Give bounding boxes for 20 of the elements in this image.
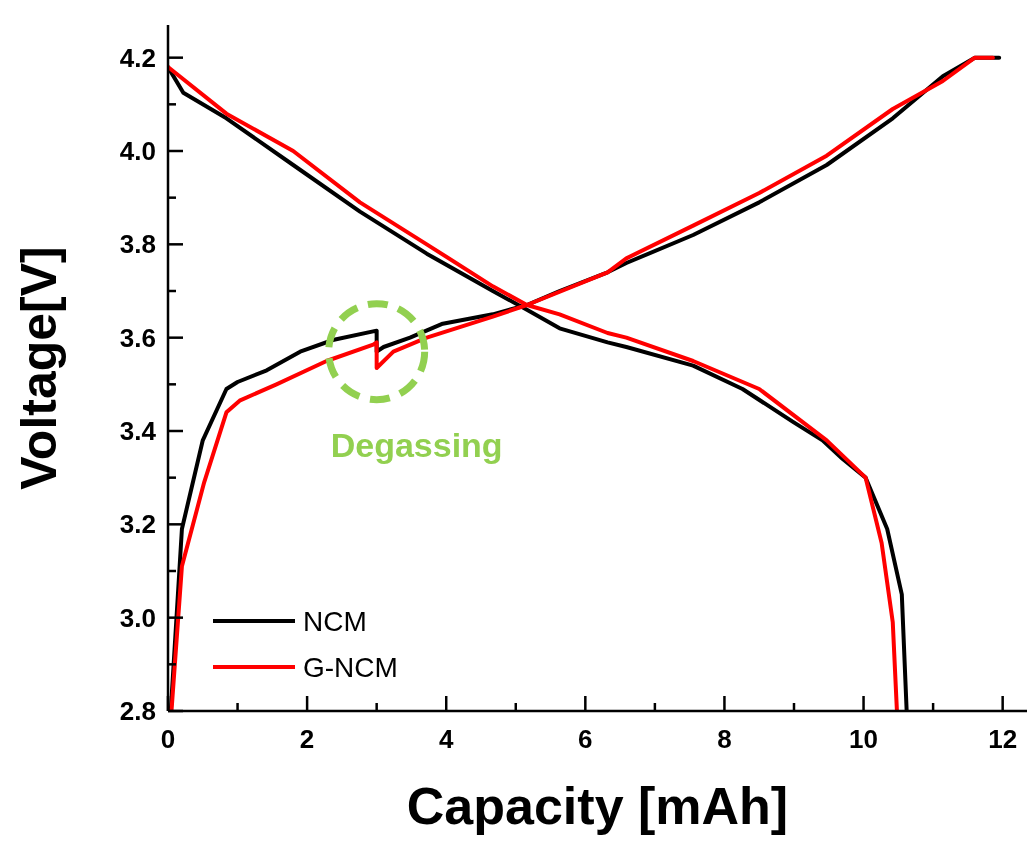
legend-label: NCM — [303, 606, 367, 637]
y-tick-label: 2.8 — [119, 696, 156, 726]
x-tick-label: 4 — [438, 724, 454, 754]
x-tick-label: 8 — [717, 724, 732, 754]
x-tick-label: 10 — [849, 724, 879, 754]
x-tick-label: 6 — [578, 724, 593, 754]
annotation: Degassing — [330, 425, 503, 464]
y-tick-label: 3.8 — [119, 229, 156, 260]
y-tick-label: 3.4 — [119, 416, 157, 446]
y-tick-label: 3.6 — [119, 322, 156, 353]
y-tick-label: 4.0 — [119, 136, 156, 166]
x-axis-title: Capacity [mAh] — [406, 777, 789, 835]
x-tick-label: 2 — [299, 724, 315, 754]
x-tick-label: 0 — [160, 724, 176, 754]
y-tick-label: 3.2 — [119, 509, 156, 540]
x-tick-label: 12 — [988, 724, 1018, 754]
y-tick-label: 3.0 — [119, 602, 156, 633]
legend-label: G-NCM — [303, 652, 398, 683]
y-tick-label: 4.2 — [119, 42, 156, 73]
y-axis-title: Voltage[V] — [11, 246, 67, 490]
